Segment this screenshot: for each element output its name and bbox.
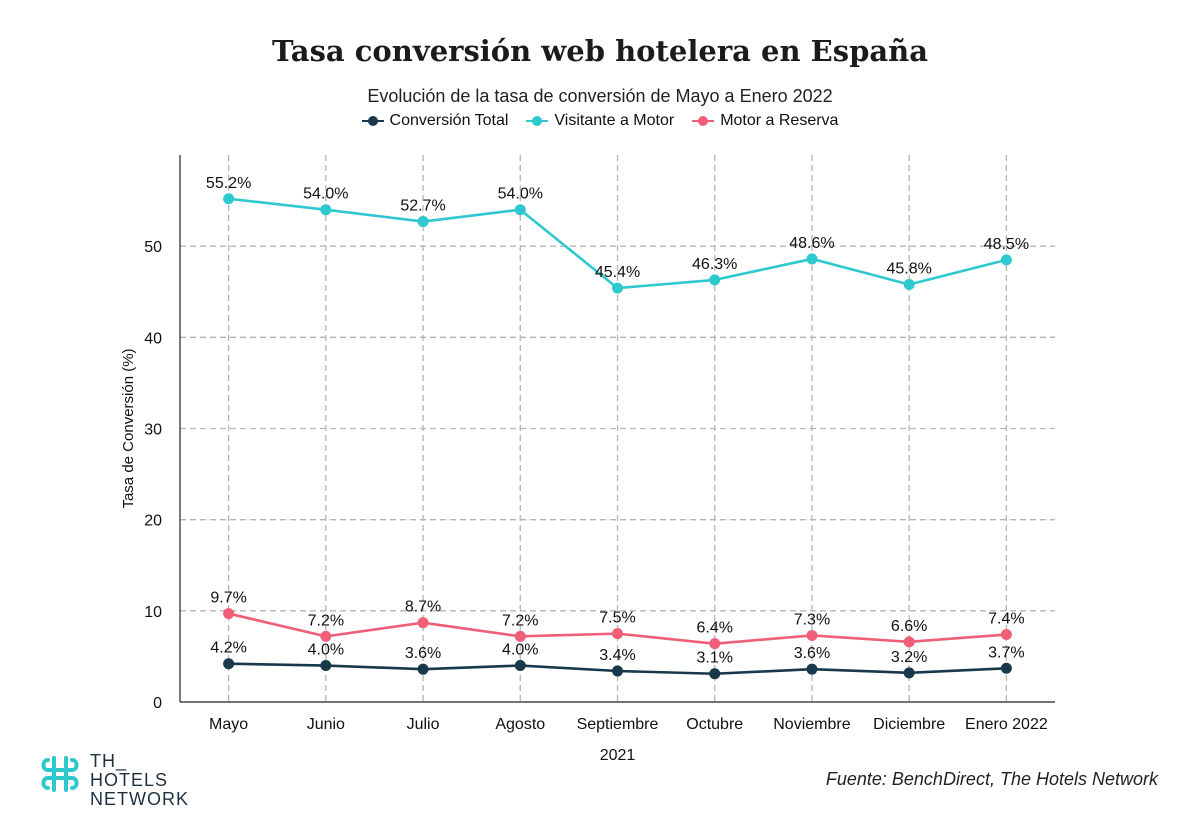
logo-mark-icon (41, 756, 79, 792)
data-label-motor-a-reserva: 7.3% (794, 611, 830, 628)
legend-label: Motor a Reserva (720, 112, 839, 129)
y-tick-label: 30 (144, 422, 162, 439)
data-point-motor-a-reserva (806, 629, 818, 641)
legend-swatch-conversion-total (361, 115, 384, 127)
x-tick-label: Junio (307, 716, 345, 733)
data-point-motor-a-reserva (709, 638, 721, 650)
data-label-motor-a-reserva: 7.2% (502, 612, 538, 629)
data-point-motor-a-reserva (612, 628, 623, 640)
logo-line-3: NETWORK (90, 789, 189, 809)
source-note: Fuente: BenchDirect, The Hotels Network (825, 769, 1158, 789)
data-label-visitante-a-motor: 48.6% (789, 235, 834, 252)
data-label-motor-a-reserva: 8.7% (405, 599, 441, 616)
data-label-motor-a-reserva: 6.6% (891, 618, 927, 635)
data-point-conversion-total (417, 663, 429, 675)
data-point-visitante-a-motor (514, 204, 526, 216)
data-point-visitante-a-motor (612, 282, 623, 294)
legend-swatch-motor-a-reserva (692, 115, 715, 127)
data-point-motor-a-reserva (417, 617, 429, 629)
y-tick-label: 20 (144, 513, 162, 530)
data-label-visitante-a-motor: 45.8% (886, 260, 931, 277)
data-point-motor-a-reserva (1000, 629, 1012, 641)
y-tick-label: 10 (144, 604, 162, 621)
x-tick-label: Julio (407, 716, 440, 733)
data-label-visitante-a-motor: 45.4% (595, 264, 640, 281)
data-point-conversion-total (1000, 662, 1012, 674)
data-point-conversion-total (806, 663, 818, 675)
x-tick-label: Mayo (209, 716, 248, 733)
x-tick-label: Octubre (686, 716, 743, 733)
legend-item-visitante-a-motor: Visitante a Motor (526, 112, 674, 130)
data-point-visitante-a-motor (417, 216, 429, 228)
data-label-conversion-total: 3.2% (891, 649, 927, 666)
data-point-visitante-a-motor (806, 253, 818, 265)
data-label-motor-a-reserva: 7.4% (988, 611, 1024, 628)
data-point-conversion-total (514, 660, 526, 672)
data-point-motor-a-reserva (903, 636, 915, 648)
chart-title: Tasa conversión web hotelera en España (271, 34, 929, 68)
x-tick-label: Diciembre (873, 716, 945, 733)
logo-line-1: TH_ (90, 751, 128, 771)
data-point-visitante-a-motor (223, 193, 235, 205)
data-label-conversion-total: 3.6% (794, 645, 830, 662)
y-axis-title: Tasa de Conversión (%) (120, 348, 137, 508)
data-label-conversion-total: 3.4% (599, 647, 635, 664)
x-tick-label: Septiembre (577, 716, 659, 733)
x-tick-label: Agosto (495, 716, 545, 733)
data-label-motor-a-reserva: 6.4% (696, 620, 732, 637)
x-axis-title: 2021 (600, 747, 636, 764)
legend-item-motor-a-reserva: Motor a Reserva (692, 112, 838, 130)
data-label-motor-a-reserva: 7.2% (308, 612, 344, 629)
data-label-conversion-total: 4.0% (502, 642, 538, 659)
data-label-conversion-total: 4.0% (308, 642, 344, 659)
data-label-visitante-a-motor: 54.0% (303, 186, 348, 203)
legend-item-conversion-total: Conversión Total (361, 112, 509, 130)
logo-wordmark: TH_ HOTELS NETWORK (90, 752, 189, 809)
legend-label: Visitante a Motor (554, 112, 675, 129)
data-point-conversion-total (612, 665, 623, 677)
y-tick-label: 40 (144, 330, 162, 347)
data-label-visitante-a-motor: 54.0% (498, 186, 543, 203)
data-point-conversion-total (709, 668, 721, 680)
data-point-motor-a-reserva (514, 630, 526, 642)
data-label-conversion-total: 3.6% (405, 645, 441, 662)
data-label-conversion-total: 4.2% (210, 640, 246, 657)
data-label-conversion-total: 3.7% (988, 644, 1024, 661)
data-point-motor-a-reserva (320, 630, 332, 642)
data-point-conversion-total (223, 658, 235, 670)
data-label-visitante-a-motor: 55.2% (206, 175, 251, 192)
chart-subtitle: Evolución de la tasa de conversión de Ma… (367, 86, 833, 106)
data-label-motor-a-reserva: 7.5% (599, 610, 635, 627)
data-point-conversion-total (903, 667, 915, 679)
data-label-visitante-a-motor: 52.7% (400, 198, 445, 215)
th-hotels-network-logo: TH_ HOTELS NETWORK (40, 752, 189, 809)
x-tick-label: Noviembre (773, 716, 850, 733)
data-point-visitante-a-motor (320, 204, 332, 216)
legend: Conversión Total Visitante a Motor Motor… (0, 112, 1200, 130)
data-point-visitante-a-motor (1000, 254, 1012, 266)
legend-label: Conversión Total (389, 112, 509, 129)
y-tick-label: 0 (153, 695, 162, 712)
data-label-visitante-a-motor: 46.3% (692, 256, 737, 273)
data-point-visitante-a-motor (709, 274, 721, 286)
data-point-conversion-total (320, 660, 332, 672)
y-tick-label: 50 (144, 239, 162, 256)
data-label-motor-a-reserva: 9.7% (210, 590, 246, 607)
data-point-motor-a-reserva (223, 608, 235, 620)
data-label-conversion-total: 3.1% (696, 650, 732, 667)
logo-line-2: HOTELS (90, 770, 169, 790)
legend-swatch-visitante-a-motor (526, 115, 549, 127)
x-tick-label: Enero 2022 (965, 716, 1048, 733)
data-label-visitante-a-motor: 48.5% (984, 236, 1029, 253)
data-point-visitante-a-motor (903, 278, 915, 290)
